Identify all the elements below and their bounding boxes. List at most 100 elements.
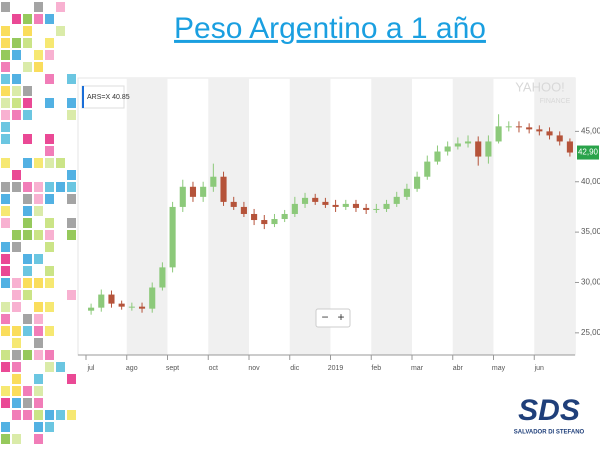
candle-body (312, 197, 319, 202)
logo: SDS (518, 394, 580, 427)
mosaic-tile (1, 302, 10, 312)
mosaic-tile (34, 278, 43, 288)
mosaic-tile (34, 434, 43, 444)
mosaic-tile (12, 326, 21, 336)
mosaic-tile (1, 278, 10, 288)
mosaic-tile (1, 38, 10, 48)
mosaic-tile (23, 158, 32, 168)
mosaic-tile (67, 374, 76, 384)
candle-body (332, 204, 339, 207)
mosaic-tile (34, 182, 43, 192)
mosaic-tile (67, 230, 76, 240)
mosaic-tile (67, 194, 76, 204)
mosaic-tile (45, 410, 54, 420)
zoom-in[interactable]: + (337, 310, 344, 324)
mosaic-tile (34, 230, 43, 240)
candle-body (291, 203, 298, 214)
candle-body (495, 126, 502, 142)
mosaic-tile (12, 86, 21, 96)
candle-body (526, 127, 533, 130)
candle-body (159, 267, 166, 288)
mosaic-tile (12, 38, 21, 48)
mosaic-tile (45, 362, 54, 372)
mosaic-tile (23, 410, 32, 420)
mosaic-tile (23, 110, 32, 120)
candle-body (322, 201, 329, 205)
x-tick-label: jun (534, 365, 544, 372)
mosaic-tile (23, 398, 32, 408)
mosaic-tile (45, 146, 54, 156)
mosaic-tile (23, 374, 32, 384)
candle-body (444, 146, 451, 152)
mosaic-tile (12, 278, 21, 288)
candle-body (505, 126, 512, 128)
mosaic-tile (34, 350, 43, 360)
mosaic-tile (67, 410, 76, 420)
symbol-label: ARS=X 40.85 (87, 94, 130, 101)
mosaic-tile (45, 74, 54, 84)
mosaic-tile (1, 122, 10, 132)
candle-body (138, 306, 146, 309)
mosaic-tile (12, 290, 21, 300)
mosaic-tile (45, 194, 54, 204)
mosaic-tile (45, 278, 54, 288)
mosaic-tile (23, 38, 32, 48)
mosaic-tile (56, 26, 65, 36)
mosaic-tile (34, 2, 43, 12)
mosaic-tile (45, 266, 54, 276)
mosaic-tile (23, 98, 32, 108)
mosaic-tile (67, 290, 76, 300)
mosaic-tile (12, 50, 21, 60)
zoom-control[interactable] (315, 308, 351, 328)
mosaic-tile (1, 110, 10, 120)
candle-body (373, 208, 380, 210)
mosaic-tile (34, 194, 43, 204)
mosaic-tile (23, 134, 32, 144)
candle-body (189, 186, 197, 197)
mosaic-tile (67, 74, 76, 84)
candle-body (546, 131, 553, 136)
mosaic-tile (67, 218, 76, 228)
mosaic-tile (12, 338, 21, 348)
candle-body (403, 188, 410, 197)
mosaic-tile (1, 194, 10, 204)
candle-body (434, 151, 441, 162)
candle-body (475, 141, 482, 157)
candle-body (179, 186, 186, 207)
mosaic-tile (12, 242, 21, 252)
y-tick-label: 30,00 (581, 278, 600, 287)
month-band (534, 78, 575, 355)
candle-body (556, 135, 563, 142)
candle-body (393, 196, 400, 204)
mosaic-tile (12, 170, 21, 180)
mosaic-tile (1, 434, 10, 444)
candle-body (454, 143, 461, 147)
candle-body (118, 303, 125, 307)
mosaic-tile (23, 194, 32, 204)
candle-body (383, 203, 390, 209)
mosaic-tile (23, 386, 32, 396)
mosaic-tile (1, 2, 10, 12)
mosaic-tile (34, 386, 43, 396)
x-tick-label: nov (248, 365, 260, 372)
mosaic-tile (1, 254, 10, 264)
mosaic-tile (45, 218, 54, 228)
mosaic-tile (67, 110, 76, 120)
mosaic-tile (1, 26, 10, 36)
zoom-out[interactable]: − (321, 310, 328, 324)
mosaic-tile (34, 254, 43, 264)
mosaic-tile (1, 314, 10, 324)
mosaic (1, 2, 76, 444)
mosaic-tile (23, 290, 32, 300)
mosaic-tile (1, 146, 10, 156)
mosaic-tile (56, 158, 65, 168)
candle-body (200, 186, 207, 197)
mosaic-tile (12, 110, 21, 120)
candle-body (414, 176, 421, 189)
mosaic-tile (45, 242, 54, 252)
candle-body (128, 306, 135, 308)
candle-body (251, 213, 258, 221)
mosaic-tile (34, 158, 43, 168)
mosaic-tile (45, 98, 54, 108)
mosaic-tile (12, 14, 21, 24)
